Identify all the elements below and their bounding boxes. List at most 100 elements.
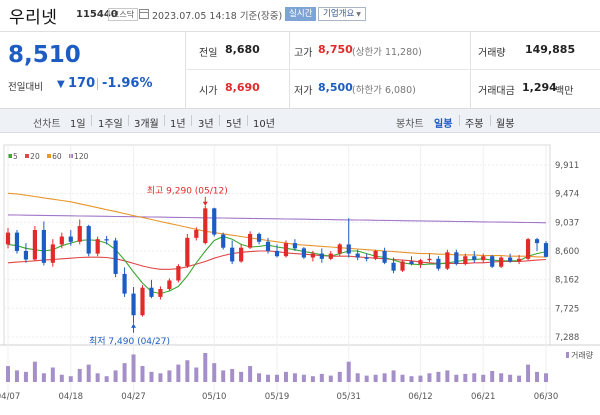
trade-amount-label: 거래대금: [478, 86, 515, 97]
stock-header: 우리넷 115440 코스닥 2023.07.05 14:18 기준(장중) 실…: [0, 0, 600, 31]
candle-body: [122, 273, 127, 294]
candle-body: [508, 257, 513, 262]
volume-bar: [230, 368, 235, 382]
y-tick-label: 9,474: [555, 190, 579, 200]
market-badge: 코스닥: [108, 8, 139, 21]
volume-bar: [292, 373, 297, 382]
candlestick-chart[interactable]: 9,911 9,474 9,037 8,600 8,162 7,725 7,288 04/07…: [0, 135, 600, 415]
candle-body: [77, 226, 82, 242]
volume-bar: [454, 374, 459, 382]
volume-bar: [32, 361, 37, 382]
high-annotation: 최고 9,290 (05/12): [147, 186, 228, 197]
volume-bar: [104, 376, 109, 382]
divider: [0, 31, 600, 32]
low-annotation: 최저 7,490 (04/27): [89, 336, 170, 347]
x-tick-label: 05/10: [202, 392, 227, 402]
upper-limit: (상한가 11,280): [352, 47, 422, 58]
prev-close-label: 전일: [199, 48, 218, 59]
volume-bar: [301, 374, 306, 382]
volume-bar: [400, 374, 405, 382]
candle-body: [239, 247, 244, 262]
candle-body: [104, 239, 109, 241]
quote-panel: 8,510 전일대비 ▼ 170 -1.96% 전일 8,680 시가 8,69…: [0, 32, 600, 108]
legend-ma20: 20: [25, 152, 40, 161]
volume-bar: [23, 371, 28, 382]
volume-bar: [463, 373, 468, 382]
volume-legend-swatch: [566, 352, 569, 358]
volume-bar: [248, 366, 253, 382]
volume-bar: [95, 373, 100, 382]
x-tick-label: 06/12: [408, 392, 433, 402]
volume-bar: [535, 371, 540, 382]
y-tick-label: 9,911: [555, 161, 579, 171]
candle-body: [364, 257, 369, 259]
volume-bar: [140, 366, 145, 382]
candle-body: [328, 253, 333, 259]
candle-body: [230, 247, 235, 262]
candle-body: [490, 256, 495, 267]
candle-body: [274, 250, 280, 257]
volume-value: 149,885: [525, 43, 576, 56]
period-5y[interactable]: 5년: [226, 119, 242, 130]
candle-body: [176, 266, 181, 281]
candle-body: [373, 250, 378, 259]
volume-bar: [283, 371, 288, 382]
volume-bar: [275, 374, 279, 382]
volume-legend-label: 거래량: [571, 350, 594, 360]
x-tick-label: 04/27: [121, 392, 146, 402]
x-tick-label: 04/07: [0, 392, 20, 402]
candle-body: [543, 243, 549, 257]
legend-label: 60: [52, 152, 62, 161]
candle-body: [14, 232, 20, 251]
candle-body: [113, 240, 118, 274]
period-1w[interactable]: 1주일: [98, 119, 123, 130]
volume-bar: [346, 361, 351, 382]
candle-body: [472, 256, 477, 261]
trade-amount-unit: 백만: [555, 86, 574, 97]
divider: [289, 32, 290, 108]
candle-body: [436, 258, 441, 269]
company-info-dropdown[interactable]: 기업개요 ▼: [318, 7, 366, 21]
volume-bar: [418, 375, 423, 382]
candle-monthly[interactable]: 월봉: [496, 119, 515, 130]
period-1d[interactable]: 1일: [70, 119, 86, 130]
period-10y[interactable]: 10년: [253, 119, 275, 130]
y-tick-label: 7,725: [555, 304, 579, 314]
trade-amount-value: 1,294: [522, 81, 557, 94]
volume-bar: [122, 363, 127, 382]
change-value: 170: [68, 76, 96, 91]
divider: [91, 115, 92, 126]
candle-body: [50, 244, 55, 263]
volume-bar: [41, 373, 46, 382]
ma-120-line: [7, 214, 547, 224]
volume-bar: [6, 366, 10, 382]
legend-ma5: 5: [8, 152, 18, 161]
candle-body: [265, 241, 271, 251]
candle-body: [301, 248, 306, 258]
volume-bar: [508, 374, 513, 382]
volume-bar: [86, 364, 91, 382]
divider: [470, 32, 471, 108]
candle-body: [149, 287, 154, 297]
realtime-button[interactable]: 실시간: [285, 7, 317, 21]
period-3y[interactable]: 3년: [198, 119, 214, 130]
candle-body: [534, 239, 540, 244]
candle-body: [382, 250, 387, 263]
volume-bar: [221, 370, 226, 382]
volume-bar: [364, 375, 369, 382]
period-1y[interactable]: 1년: [170, 119, 186, 130]
timestamp: 2023.07.05 14:18 기준(장중): [152, 11, 283, 22]
divider: [185, 69, 600, 70]
candle-weekly[interactable]: 주봉: [465, 119, 484, 130]
candle-daily[interactable]: 일봉: [434, 119, 453, 130]
candle-body: [140, 287, 145, 316]
prev-close-value: 8,680: [225, 43, 260, 56]
x-tick-label: 05/19: [265, 392, 290, 402]
stock-name: 우리넷: [9, 8, 58, 28]
line-chart-label: 선차트: [33, 119, 61, 130]
candle-body: [86, 226, 91, 254]
candle-body: [517, 258, 522, 262]
legend-swatch: [8, 154, 12, 158]
volume-bar: [499, 373, 504, 382]
period-3m[interactable]: 3개월: [134, 119, 159, 130]
